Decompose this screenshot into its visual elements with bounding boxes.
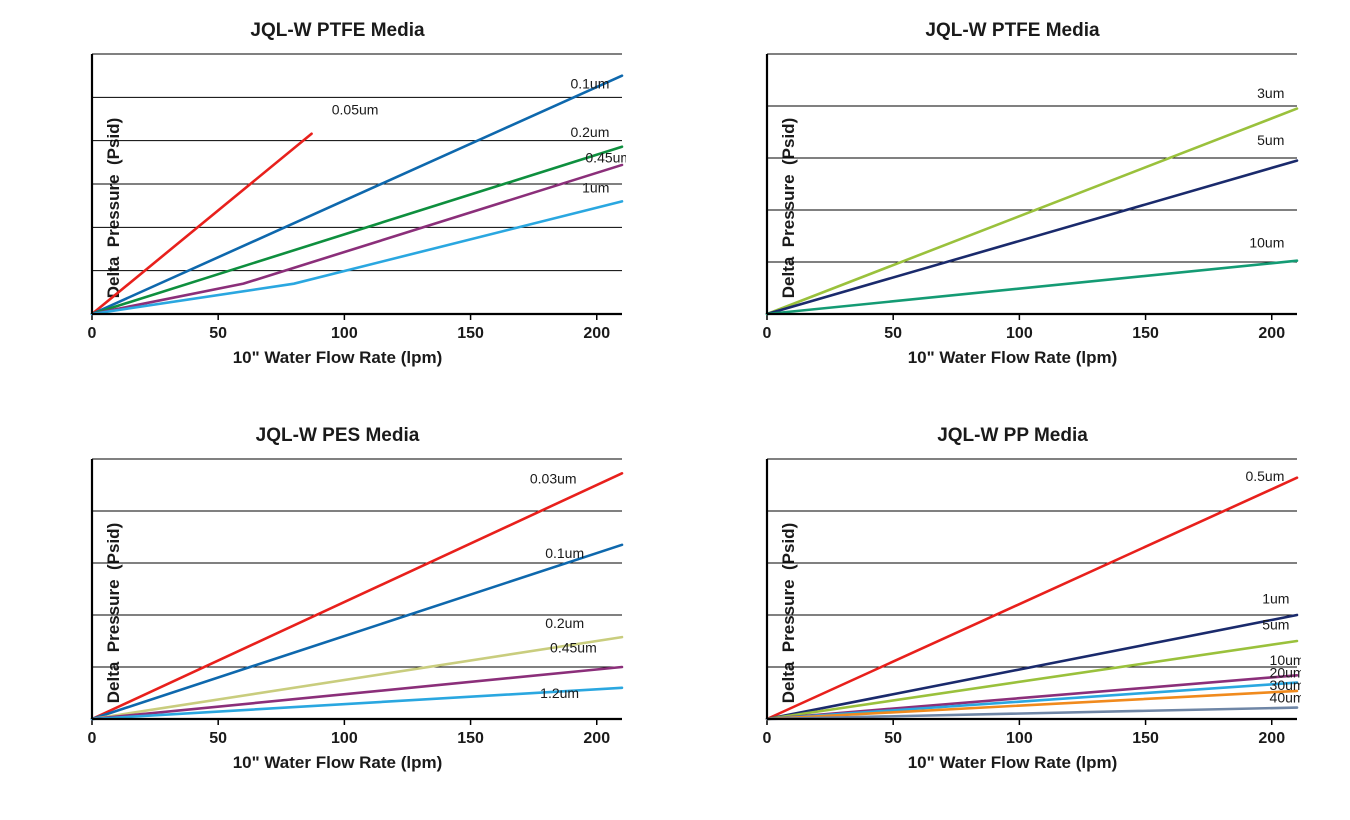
series-label: 0.1um	[545, 545, 584, 561]
x-tick-label: 200	[583, 325, 610, 342]
x-tick-label: 200	[1258, 730, 1285, 747]
x-axis-label: 10" Water Flow Rate (lpm)	[705, 348, 1320, 368]
x-tick-label: 100	[1006, 730, 1033, 747]
series-label: 5um	[1262, 617, 1289, 633]
series-label: 0.45um	[585, 149, 626, 165]
chart-title: JQL-W PES Media	[30, 425, 645, 447]
x-tick-label: 50	[209, 730, 227, 747]
series-line	[92, 165, 622, 314]
series-label: 0.2um	[570, 124, 609, 140]
series-label: 0.03um	[530, 471, 577, 487]
series-label: 0.1um	[570, 76, 609, 92]
series-line	[767, 109, 1297, 314]
x-tick-label: 100	[1006, 325, 1033, 342]
x-tick-label: 0	[88, 325, 97, 342]
chart-title: JQL-W PTFE Media	[705, 20, 1320, 42]
series-label: 0.45um	[550, 640, 597, 656]
series-line	[767, 161, 1297, 314]
series-label: 1um	[1262, 591, 1289, 607]
series-line	[92, 147, 622, 314]
series-line	[767, 691, 1297, 719]
series-label: 3um	[1257, 85, 1284, 101]
series-label: 0.05um	[332, 102, 379, 118]
series-label: 1um	[582, 180, 609, 196]
x-tick-label: 150	[457, 325, 484, 342]
series-line	[92, 637, 622, 719]
chart-panel-ptfe-fine: JQL-W PTFE MediaDelta Pressure (Psid)00.…	[30, 20, 645, 395]
x-tick-label: 100	[331, 325, 358, 342]
x-tick-label: 100	[331, 730, 358, 747]
series-label: 40um	[1270, 689, 1301, 705]
series-label: 0.5um	[1245, 468, 1284, 484]
chart-title: JQL-W PP Media	[705, 425, 1320, 447]
series-label: 5um	[1257, 132, 1284, 148]
x-tick-label: 150	[1132, 730, 1159, 747]
x-axis-label: 10" Water Flow Rate (lpm)	[30, 348, 645, 368]
x-tick-label: 200	[583, 730, 610, 747]
x-tick-label: 0	[763, 730, 772, 747]
x-tick-label: 50	[209, 325, 227, 342]
chart-plot: 00.20.40.60.81.00501001502003um5um10um	[763, 48, 1301, 344]
x-tick-label: 150	[457, 730, 484, 747]
series-line	[92, 473, 622, 719]
series-line	[767, 261, 1297, 314]
chart-title: JQL-W PTFE Media	[30, 20, 645, 42]
x-tick-label: 0	[763, 325, 772, 342]
chart-panel-ptfe-coarse: JQL-W PTFE MediaDelta Pressure (Psid)00.…	[705, 20, 1320, 395]
chart-plot: 00.51.01.52.02.53.00501001502000.05um0.1…	[88, 48, 626, 344]
x-tick-label: 0	[88, 730, 97, 747]
chart-panel-pes: JQL-W PES MediaDelta Pressure (Psid)0246…	[30, 425, 645, 800]
series-label: 10um	[1249, 235, 1284, 251]
x-tick-label: 200	[1258, 325, 1285, 342]
chart-plot: 02468100501001502000.03um0.1um0.2um0.45u…	[88, 453, 626, 749]
x-tick-label: 50	[884, 325, 902, 342]
x-axis-label: 10" Water Flow Rate (lpm)	[705, 753, 1320, 773]
series-label: 0.2um	[545, 615, 584, 631]
series-line	[767, 641, 1297, 719]
series-label: 1.2um	[540, 685, 579, 701]
x-tick-label: 150	[1132, 325, 1159, 342]
chart-panel-pp: JQL-W PP MediaDelta Pressure (Psid)00.51…	[705, 425, 1320, 800]
x-axis-label: 10" Water Flow Rate (lpm)	[30, 753, 645, 773]
chart-plot: 00.51.01.52.02.50501001502000.5um1um5um1…	[763, 453, 1301, 749]
x-tick-label: 50	[884, 730, 902, 747]
